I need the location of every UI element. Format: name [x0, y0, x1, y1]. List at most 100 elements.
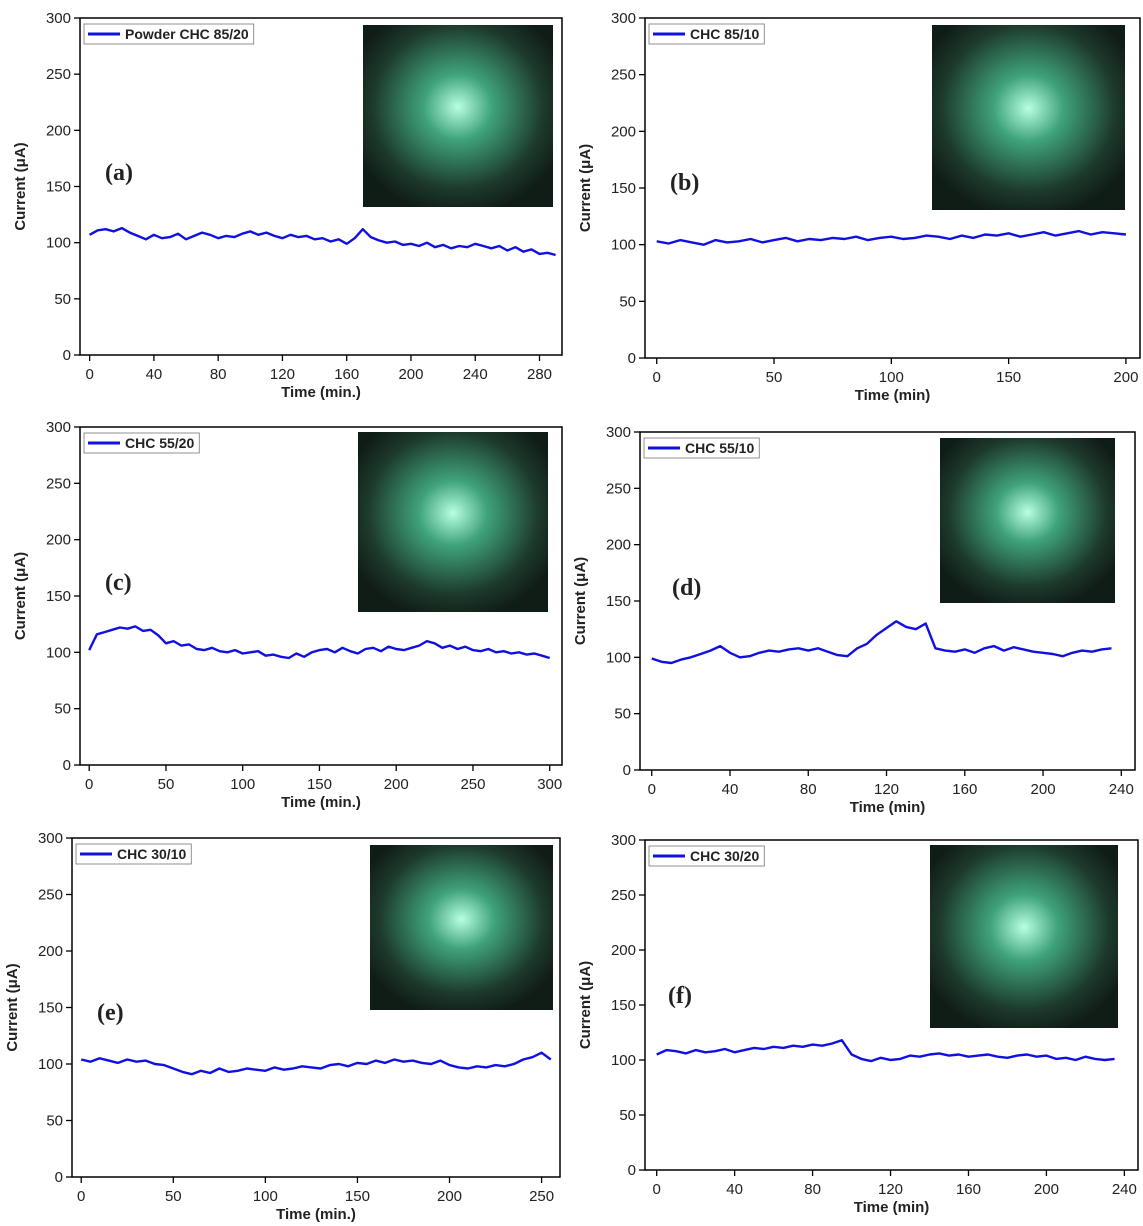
x-tick-label: 280: [527, 366, 552, 383]
panel-label: (f): [668, 983, 692, 1009]
x-tick-label: 200: [437, 1188, 462, 1205]
data-line: [656, 1039, 1115, 1063]
y-tick-label: 0: [63, 347, 71, 364]
x-tick-label: 50: [766, 369, 783, 386]
x-tick-label: 250: [460, 776, 485, 793]
y-tick-label: 200: [46, 122, 71, 139]
panel: 0 40 80 120 160 200 240 0 50 100 150 200 250 300 Time …: [577, 832, 1139, 1216]
y-axis-title: Current (μA): [577, 144, 594, 232]
x-tick-label: 0: [653, 369, 661, 386]
y-axis-title: Current (μA): [12, 552, 29, 640]
y-tick-label: 200: [606, 537, 631, 554]
y-tick-label: 150: [606, 593, 631, 610]
y-tick-label: 100: [38, 1056, 63, 1073]
x-tick-label: 0: [77, 1188, 85, 1205]
x-axis-title: Time (min): [855, 387, 931, 404]
legend-box: [83, 23, 255, 45]
x-tick-label: 250: [529, 1188, 554, 1205]
x-tick-label: 150: [345, 1188, 370, 1205]
legend-box: [83, 432, 200, 454]
y-tick-label: 100: [46, 235, 71, 252]
y-axis-title: Current (μA): [572, 557, 589, 645]
x-tick-label: 200: [1034, 1181, 1059, 1198]
x-tick-label: 0: [85, 776, 93, 793]
y-tick-label: 0: [628, 1162, 636, 1179]
data-line: [89, 226, 556, 257]
y-tick-label: 200: [38, 943, 63, 960]
inset-image: [363, 25, 553, 207]
y-axis-title: Current (μA): [12, 142, 29, 230]
inset-image: [940, 438, 1115, 603]
legend-label: CHC 55/10: [685, 440, 754, 456]
x-axis-title: Time (min): [850, 799, 926, 816]
x-tick-label: 200: [1113, 369, 1138, 386]
x-tick-label: 120: [270, 366, 295, 383]
legend-box: [75, 843, 192, 865]
y-tick-label: 150: [46, 588, 71, 605]
y-tick-label: 100: [611, 237, 636, 254]
legend-label: CHC 85/10: [690, 26, 759, 42]
legend-box: [648, 845, 765, 867]
y-tick-label: 0: [63, 757, 71, 774]
x-tick-label: 240: [1112, 1181, 1137, 1198]
y-tick-label: 200: [46, 532, 71, 549]
y-tick-label: 300: [611, 832, 636, 849]
x-tick-label: 50: [165, 1188, 182, 1205]
inset-image: [358, 432, 548, 612]
y-tick-label: 250: [606, 480, 631, 497]
y-tick-label: 250: [611, 67, 636, 84]
legend-label: Powder CHC 85/20: [125, 26, 249, 42]
data-line: [88, 625, 551, 660]
legend-label: CHC 55/20: [125, 435, 194, 451]
panel-label: (b): [670, 170, 699, 196]
legend-box: [648, 23, 765, 45]
y-tick-label: 300: [46, 10, 71, 27]
y-tick-label: 300: [46, 419, 71, 436]
y-axis-title: Current (μA): [4, 963, 21, 1051]
x-tick-label: 50: [158, 776, 175, 793]
x-axis-title: Time (min): [854, 1199, 930, 1216]
inset-image: [930, 845, 1118, 1028]
legend-label: CHC 30/10: [117, 846, 186, 862]
y-tick-label: 250: [46, 66, 71, 83]
x-tick-label: 150: [996, 369, 1021, 386]
x-tick-label: 160: [952, 781, 977, 798]
y-tick-label: 0: [623, 762, 631, 779]
y-tick-label: 250: [46, 475, 71, 492]
panel: 0 40 80 120 160 200 240 280 0 50 100 150 200 250 300 Ti…: [12, 10, 563, 401]
y-tick-label: 100: [606, 649, 631, 666]
x-tick-label: 240: [1109, 781, 1134, 798]
y-tick-label: 100: [46, 644, 71, 661]
x-tick-label: 120: [874, 781, 899, 798]
y-tick-label: 0: [55, 1169, 63, 1186]
y-tick-label: 300: [611, 10, 636, 27]
x-tick-label: 160: [956, 1181, 981, 1198]
x-tick-label: 40: [726, 1181, 743, 1198]
data-line: [656, 229, 1127, 246]
x-axis-title: Time (min.): [276, 1206, 356, 1223]
x-tick-label: 150: [307, 776, 332, 793]
y-tick-label: 200: [611, 942, 636, 959]
x-tick-label: 0: [648, 781, 656, 798]
y-axis-title: Current (μA): [577, 961, 594, 1049]
x-tick-label: 120: [878, 1181, 903, 1198]
y-tick-label: 0: [628, 350, 636, 367]
y-tick-label: 150: [46, 179, 71, 196]
x-tick-label: 40: [722, 781, 739, 798]
y-tick-label: 50: [54, 701, 71, 718]
x-tick-label: 80: [210, 366, 227, 383]
x-tick-label: 80: [800, 781, 817, 798]
y-tick-label: 50: [54, 291, 71, 308]
x-tick-label: 100: [879, 369, 904, 386]
x-tick-label: 200: [398, 366, 423, 383]
inset-image: [370, 845, 553, 1010]
y-tick-label: 50: [619, 1107, 636, 1124]
x-tick-label: 200: [1031, 781, 1056, 798]
y-tick-label: 150: [611, 997, 636, 1014]
data-line: [80, 1051, 552, 1076]
panel: 0 40 80 120 160 200 240 0 50 100 150 200 250 300 Time …: [572, 424, 1136, 816]
panel: 0 50 100 150 200 250 0 50 100 150 200 250 300 Time (m…: [4, 830, 561, 1223]
data-line: [651, 620, 1112, 665]
x-tick-label: 80: [804, 1181, 821, 1198]
